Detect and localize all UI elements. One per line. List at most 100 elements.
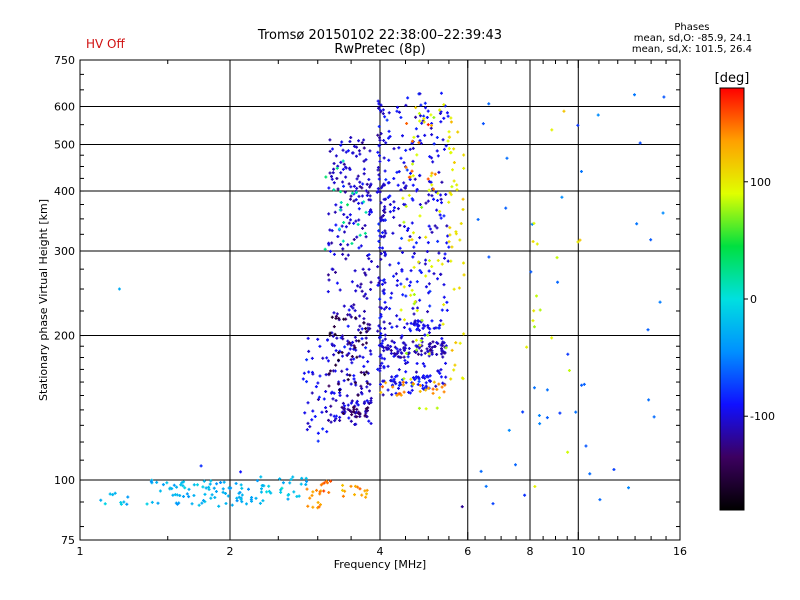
scatter-point — [424, 235, 428, 239]
scatter-point — [359, 370, 363, 374]
scatter-point — [364, 346, 368, 350]
scatter-point — [145, 502, 149, 506]
scatter-point — [401, 383, 405, 387]
scatter-point — [119, 500, 123, 504]
scatter-point — [364, 158, 368, 162]
scatter-point — [428, 374, 432, 378]
scatter-point — [362, 364, 366, 368]
scatter-point — [444, 346, 448, 350]
x-tick-label: 4 — [377, 545, 384, 558]
scatter-point — [342, 220, 346, 224]
scatter-point — [381, 379, 385, 383]
scatter-point — [305, 380, 309, 384]
scatter-point — [281, 481, 285, 485]
scatter-point — [405, 122, 409, 126]
scatter-point — [389, 379, 393, 383]
scatter-point — [364, 341, 368, 345]
scatter-point — [537, 413, 541, 417]
scatter-point — [168, 486, 172, 490]
scatter-point — [387, 158, 391, 162]
scatter-point — [392, 341, 396, 345]
scatter-point — [329, 404, 333, 408]
scatter-point — [395, 347, 399, 351]
scatter-point — [417, 346, 421, 350]
scatter-point — [407, 175, 411, 179]
scatter-point — [327, 243, 331, 247]
scatter-point — [452, 179, 456, 183]
scatter-point — [244, 502, 248, 506]
scatter-point — [239, 498, 243, 501]
scatter-point — [202, 479, 206, 483]
scatter-point — [345, 367, 349, 371]
scatter-point — [304, 476, 308, 480]
scatter-point — [422, 323, 426, 327]
scatter-point — [411, 306, 415, 310]
scatter-point — [352, 303, 356, 307]
scatter-point — [440, 337, 444, 341]
scatter-point — [339, 336, 343, 340]
scatter-point — [322, 489, 326, 493]
scatter-point — [380, 215, 384, 219]
scatter-point — [415, 187, 419, 191]
scatter-point — [349, 185, 353, 189]
scatter-point — [332, 391, 336, 395]
scatter-point — [598, 498, 602, 502]
scatter-point — [404, 294, 408, 298]
scatter-point — [240, 493, 244, 497]
scatter-point — [484, 484, 488, 488]
scatter-point — [405, 277, 409, 281]
scatter-point — [365, 415, 369, 419]
scatter-point — [418, 384, 422, 388]
scatter-point — [321, 427, 325, 431]
scatter-point — [378, 234, 382, 238]
scatter-point — [336, 187, 340, 191]
scatter-point — [387, 136, 391, 140]
scatter-point — [419, 349, 423, 353]
scatter-point — [409, 269, 413, 273]
scatter-point — [408, 235, 412, 239]
scatter-point — [545, 388, 549, 392]
scatter-point — [347, 416, 351, 420]
scatter-point — [435, 406, 439, 410]
scatter-point — [425, 115, 429, 119]
phase-heading: Phases — [674, 22, 710, 33]
scatter-point — [119, 502, 123, 506]
scatter-point — [367, 253, 371, 257]
scatter-point — [414, 370, 418, 374]
scatter-point — [531, 319, 535, 323]
scatter-point — [446, 139, 450, 143]
scatter-point — [332, 311, 336, 315]
scatter-point — [404, 343, 408, 347]
scatter-point — [418, 236, 422, 240]
scatter-point — [444, 192, 448, 196]
scatter-point — [365, 399, 369, 403]
scatter-point — [413, 177, 417, 181]
scatter-point — [566, 352, 570, 356]
scatter-point — [448, 233, 452, 237]
scatter-point — [399, 336, 403, 340]
scatter-point — [413, 321, 417, 325]
scatter-point — [402, 181, 406, 185]
scatter-point — [376, 133, 380, 137]
scatter-point — [356, 174, 360, 178]
scatter-point — [432, 380, 436, 384]
scatter-point — [340, 334, 344, 338]
scatter-point — [424, 388, 428, 392]
scatter-point — [199, 464, 203, 468]
scatter-point — [278, 477, 282, 481]
scatter-point — [402, 348, 406, 352]
scatter-point — [328, 138, 332, 142]
scatter-point — [383, 169, 387, 173]
scatter-point — [431, 187, 435, 191]
scatter-point — [400, 134, 404, 138]
scatter-point — [292, 490, 296, 494]
scatter-point — [423, 333, 427, 337]
scatter-point — [341, 494, 345, 498]
scatter-point — [411, 174, 415, 178]
scatter-point — [439, 120, 443, 124]
scatter-point — [402, 377, 406, 381]
scatter-point — [340, 140, 344, 144]
scatter-point — [445, 308, 449, 312]
scatter-point — [425, 347, 429, 351]
scatter-point — [430, 319, 434, 323]
